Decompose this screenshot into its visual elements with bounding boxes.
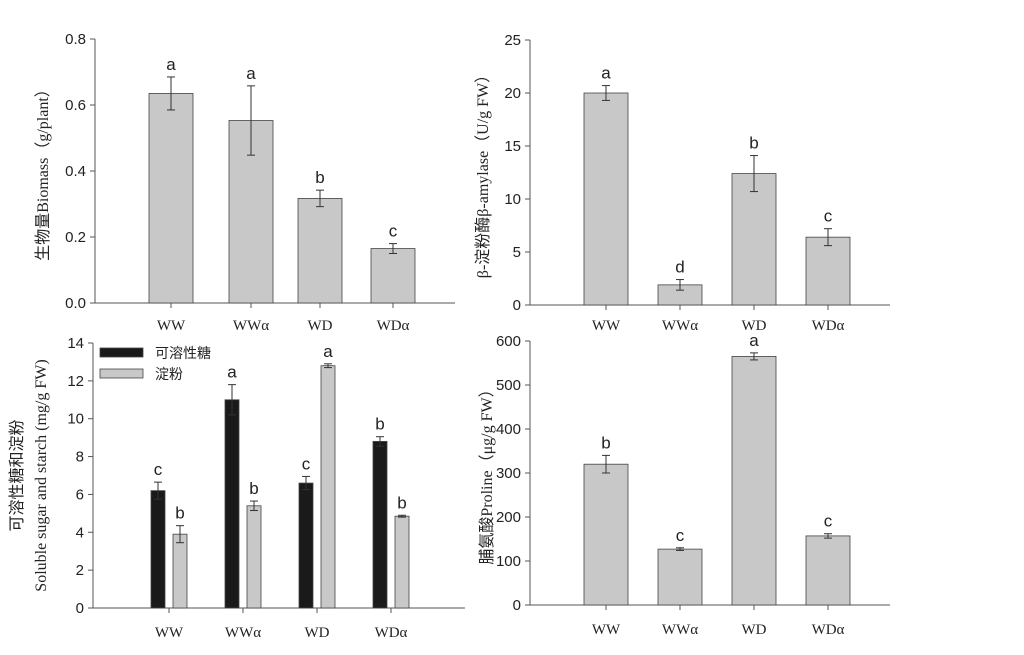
legend-swatch: [99, 347, 144, 358]
x-tick-label: WW: [592, 318, 621, 334]
y-tick-label: 0.4: [65, 163, 86, 180]
x-tick-label: WD: [742, 318, 767, 334]
y-axis-label: β-淀粉酶β-amylase（U/g FW）: [474, 67, 492, 278]
bar: [297, 197, 343, 304]
y-axis-label: 生物量Biomass（g/plant）: [34, 81, 52, 261]
x-tick-label: WD: [308, 318, 333, 334]
x-tick-label: WW: [157, 318, 186, 334]
bar: [731, 173, 777, 306]
y-tick-label: 6: [76, 486, 84, 503]
y-tick-label: 0.6: [65, 97, 86, 114]
bar: [370, 248, 416, 304]
x-tick-label: WD: [305, 625, 330, 641]
y-tick-label: 15: [504, 138, 521, 155]
y-axis-label: 可溶性糖和淀粉: [8, 419, 26, 531]
bar: [224, 399, 240, 609]
x-tick-label: WWα: [225, 625, 261, 641]
x-tick-label: WDα: [812, 622, 845, 638]
significance-letter: c: [154, 460, 163, 479]
significance-letter: b: [601, 433, 610, 452]
bar: [246, 505, 262, 609]
y-tick-label: 400: [496, 421, 521, 438]
y-tick-label: 10: [67, 411, 84, 428]
y-tick-label: 4: [76, 524, 84, 541]
x-tick-label: WW: [155, 625, 184, 641]
bar: [657, 548, 703, 606]
bar: [148, 93, 194, 304]
significance-letter: a: [246, 64, 256, 83]
significance-letter: b: [397, 493, 406, 512]
y-tick-label: 0.2: [65, 229, 86, 246]
significance-letter: c: [824, 512, 833, 531]
x-tick-label: WDα: [812, 318, 845, 334]
bar: [298, 482, 314, 609]
bar: [150, 490, 166, 609]
y-tick-label: 14: [67, 335, 84, 352]
y-tick-label: 25: [504, 32, 521, 49]
significance-letter: c: [824, 207, 833, 226]
legend-label: 可溶性糖: [155, 346, 211, 362]
significance-letter: b: [315, 168, 324, 187]
bar: [805, 535, 851, 606]
y-tick-label: 0: [513, 597, 521, 614]
legend-swatch: [99, 368, 144, 379]
x-tick-label: WDα: [377, 318, 410, 334]
significance-letter: c: [676, 526, 685, 545]
y-tick-label: 12: [67, 373, 84, 390]
significance-letter: a: [166, 55, 176, 74]
legend-label: 淀粉: [155, 367, 183, 383]
x-tick-label: WWα: [233, 318, 269, 334]
y-tick-label: 5: [513, 244, 521, 261]
significance-letter: d: [675, 258, 684, 277]
significance-letter: c: [389, 222, 398, 241]
significance-letter: b: [749, 134, 758, 153]
y-tick-label: 0: [76, 600, 84, 617]
y-tick-label: 300: [496, 465, 521, 482]
y-tick-label: 20: [504, 85, 521, 102]
bar: [805, 236, 851, 306]
bar: [372, 441, 388, 609]
significance-letter: a: [601, 64, 611, 83]
x-tick-label: WWα: [662, 622, 698, 638]
x-tick-label: WWα: [662, 318, 698, 334]
y-tick-label: 10: [504, 191, 521, 208]
bar: [172, 533, 188, 609]
bar: [583, 92, 629, 306]
y-tick-label: 2: [76, 562, 84, 579]
bar: [394, 515, 410, 609]
y-tick-label: 200: [496, 509, 521, 526]
bar: [583, 463, 629, 606]
significance-letter: b: [249, 479, 258, 498]
significance-letter: a: [749, 331, 759, 350]
significance-letter: b: [175, 504, 184, 523]
x-tick-label: WDα: [375, 625, 408, 641]
y-tick-label: 0.0: [65, 295, 86, 312]
x-tick-label: WD: [742, 622, 767, 638]
x-tick-label: WW: [592, 622, 621, 638]
y-tick-label: 0: [513, 297, 521, 314]
y-tick-label: 8: [76, 449, 84, 466]
y-axis-label: 脯氨酸Proline（μg/g FW）: [478, 381, 496, 564]
y-tick-label: 100: [496, 553, 521, 570]
significance-letter: b: [375, 415, 384, 434]
significance-letter: a: [323, 342, 333, 361]
y-tick-label: 500: [496, 377, 521, 394]
bar: [320, 365, 336, 609]
y-axis-label-2: Soluble sugar and starch (mg/g FW): [33, 359, 50, 591]
y-tick-label: 600: [496, 333, 521, 350]
significance-letter: c: [302, 454, 311, 473]
y-tick-label: 0.8: [65, 31, 86, 48]
significance-letter: a: [227, 363, 237, 382]
bar: [731, 355, 777, 606]
